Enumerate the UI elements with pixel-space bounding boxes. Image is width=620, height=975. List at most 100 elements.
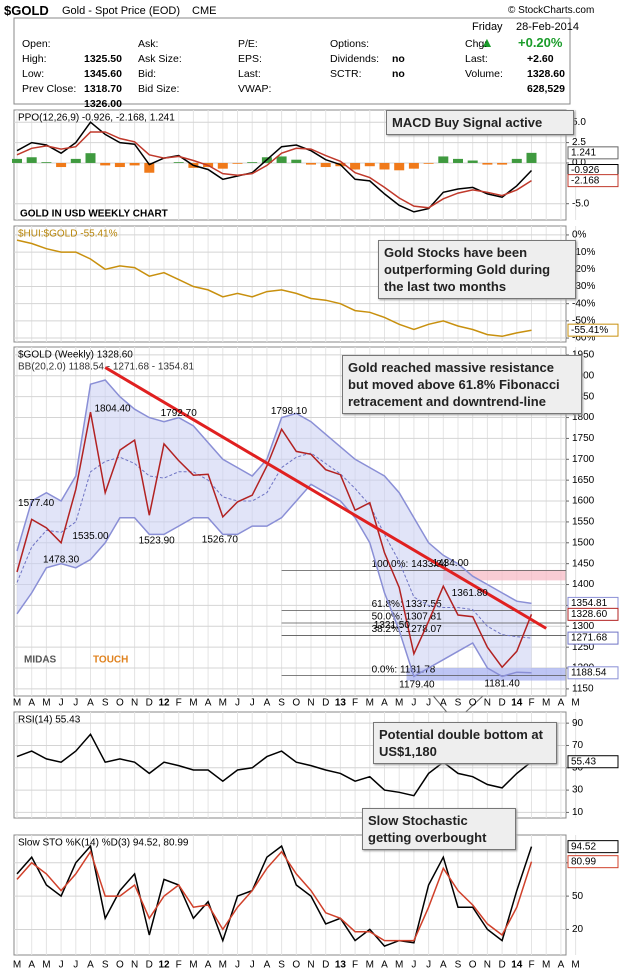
quote-label: Dividends:	[330, 53, 380, 65]
y-tick-label: 1400	[572, 579, 595, 590]
y-tick-label: -40%	[572, 298, 595, 309]
panel-title: RSI(14) 55.43	[18, 715, 81, 726]
last-value-label: 1328.60	[571, 609, 608, 620]
quote-column: Chg: +2.60 Last: 1328.60 Volume: 628,529	[465, 37, 565, 95]
x-tick-label: N	[131, 960, 138, 971]
x-tick-label: M	[219, 698, 227, 709]
y-tick-label: 30	[572, 785, 584, 796]
y-tick-label: -60%	[572, 333, 595, 344]
x-tick-label: A	[440, 698, 447, 709]
x-tick-label: N	[484, 960, 491, 971]
x-tick-label: D	[498, 698, 505, 709]
quote-row: Ask Size:	[138, 52, 182, 67]
x-tick-label: J	[250, 960, 255, 971]
x-tick-label: D	[146, 960, 153, 971]
quote-label: EPS:	[238, 53, 262, 65]
x-tick-label: A	[87, 960, 94, 971]
x-tick-label: S	[102, 698, 109, 709]
x-tick-label: A	[381, 960, 388, 971]
x-tick-label: S	[278, 960, 285, 971]
quote-row: Open: 1325.50	[22, 37, 122, 65]
quote-column: Ask: Ask Size: Bid: Bid Size:	[138, 37, 182, 97]
histogram-bar	[379, 162, 390, 170]
line	[16, 131, 532, 209]
copyright: © StockCharts.com	[508, 5, 595, 16]
x-tick-label: M	[189, 698, 197, 709]
fib-label: 100.0%: 1433.84	[372, 559, 448, 570]
x-tick-label: M	[542, 698, 550, 709]
line	[16, 844, 533, 947]
panel-title: Slow STO %K(14) %D(3) 94.52, 80.99	[18, 838, 189, 849]
quote-label: Last:	[465, 53, 488, 65]
y-tick-label: 1250	[572, 642, 595, 653]
quote-label: Bid:	[138, 68, 157, 80]
price-label: 1535.00	[72, 531, 109, 542]
histogram-bar	[114, 162, 125, 168]
last-value-label: 1188.54	[571, 667, 607, 678]
y-tick-label: 1850	[572, 391, 595, 402]
price-label: 1321.50	[374, 620, 411, 631]
y-tick-label: 1550	[572, 517, 595, 528]
quote-label: Chg:	[465, 38, 488, 50]
x-tick-label: M	[219, 960, 227, 971]
y-tick-label: 70	[572, 740, 584, 751]
x-tick-label: J	[235, 698, 240, 709]
x-tick-label: F	[528, 698, 534, 709]
quote-row: Last:	[238, 67, 271, 82]
x-tick-label: J	[235, 960, 240, 971]
headline: GOLD IN USD WEEKLY CHART	[20, 209, 168, 220]
x-tick-label: O	[292, 698, 300, 709]
x-tick-label: O	[469, 960, 477, 971]
price-label: 1181.40	[484, 678, 520, 689]
instrument-name: Gold - Spot Price (EOD)	[62, 5, 180, 17]
quote-row: Dividends: no	[330, 52, 405, 80]
zone	[443, 569, 566, 581]
change-percent: +0.20%	[518, 35, 563, 50]
exchange: CME	[192, 5, 217, 17]
quote-column: Options: no Dividends: no SCTR:	[330, 37, 405, 82]
annotation-box: Slow Stochastic getting overbought	[362, 808, 516, 850]
price-label: 1523.90	[139, 535, 176, 546]
fib-label: 0.0%: 1181.78	[372, 664, 436, 675]
line	[16, 732, 532, 797]
x-tick-label: N	[307, 698, 314, 709]
x-tick-label: F	[528, 960, 534, 971]
last-value-label: 94.52	[571, 841, 596, 852]
x-tick-label: O	[116, 698, 124, 709]
quote-label: P/E:	[238, 38, 258, 50]
y-tick-label: 1600	[572, 496, 595, 507]
histogram-bar	[217, 162, 228, 169]
x-tick-label: D	[322, 698, 329, 709]
y-tick-label: 1800	[572, 412, 595, 423]
x-tick-label: J	[73, 698, 78, 709]
y-tick-label: 1150	[572, 684, 594, 695]
last-value-box	[567, 607, 619, 621]
y-tick-label: 0%	[572, 230, 587, 241]
quote-value: 1345.60	[84, 68, 122, 80]
histogram-bar	[482, 162, 493, 165]
x-tick-label: A	[440, 960, 447, 971]
y-tick-label: -10%	[572, 247, 595, 258]
histogram-bar	[291, 159, 302, 163]
line	[16, 411, 533, 669]
y-tick-label: -50%	[572, 316, 595, 327]
histogram-bar	[364, 162, 375, 167]
line	[16, 849, 533, 942]
logo-word: MIDAS	[24, 655, 57, 666]
histogram-bar	[511, 158, 522, 163]
x-tick-label: J	[426, 698, 431, 709]
panel: 1150120012501300135014001450150015501600…	[13, 346, 619, 697]
logo-word: TOUCH	[93, 655, 128, 666]
price-label: 1526.70	[202, 534, 239, 545]
quote-row: Bid:	[138, 67, 182, 82]
x-tick-label: J	[411, 960, 416, 971]
quote-row: Bid Size:	[138, 82, 182, 97]
histogram-bar	[350, 162, 361, 170]
histogram-bar	[408, 162, 419, 169]
histogram-bar	[41, 162, 52, 163]
quote-value: 628,529	[527, 83, 565, 95]
histogram-bar	[26, 157, 37, 163]
quote-label: Ask:	[138, 38, 159, 50]
price-label: 1798.10	[271, 406, 308, 417]
